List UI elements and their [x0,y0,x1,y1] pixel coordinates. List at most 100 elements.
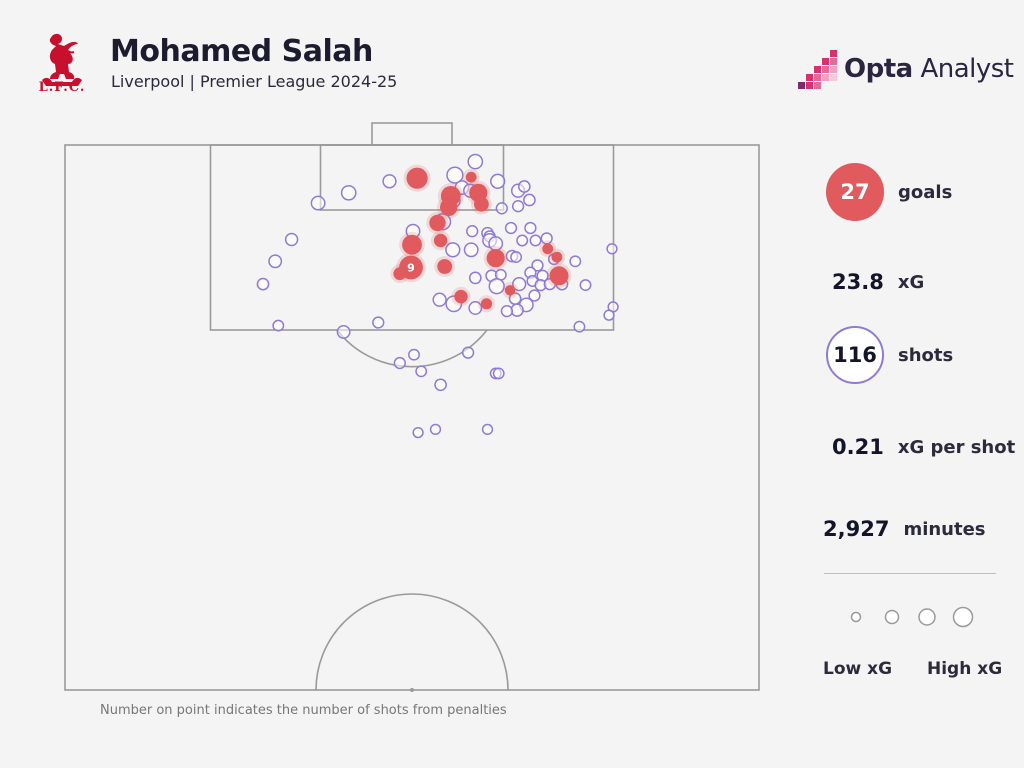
legend-circle-2 [884,609,900,625]
shot-point [434,378,447,392]
brand-name: Opta Analyst [844,54,1014,84]
goal-point [429,214,446,232]
goal-point [551,251,563,263]
stat-minutes: 2,927 minutes [823,509,986,549]
shot-point [528,289,541,302]
shot-point [573,320,586,333]
goal-point [480,298,493,310]
xg-per-shot-value: 0.21 [832,435,884,459]
legend-divider [824,573,996,574]
centre-spot [410,688,414,692]
shot-point [429,423,442,436]
goal-point [465,171,477,183]
goals-label: goals [898,181,953,203]
goal-point [542,243,554,255]
brand-part-2: Analyst [912,54,1014,84]
shot-point [412,426,424,439]
shot-point [445,242,461,258]
shot-point [336,324,351,339]
shot-point [495,202,508,215]
penalty-count-label: 9 [407,262,415,275]
shot-point [408,348,420,361]
stat-shots: 116 shots [826,326,954,384]
minutes-value: 2,927 [823,517,890,541]
shot-point [606,243,618,255]
goal-point [486,249,505,268]
liverpool-crest-icon [42,33,82,86]
pitch-lines [64,122,760,692]
opta-analyst-logo: Opta Analyst [798,48,1014,90]
shot-point [511,200,525,213]
shot-point [481,423,494,436]
goal-point [549,266,569,286]
shot-point [310,195,326,211]
shots-layer [256,153,619,439]
shot-point [523,193,536,207]
shot-point [516,234,529,247]
shot-point [268,254,283,269]
shot-point [569,255,582,268]
shot-point [272,319,285,332]
stat-xg: 23.8 xG [832,262,924,302]
xg-label: xG [897,271,925,293]
goal-point [474,196,489,212]
xg-value: 23.8 [832,270,884,294]
goal [371,122,453,146]
shot-point [461,346,475,359]
goal-point [406,167,428,189]
minutes-label: minutes [903,518,986,540]
goals-layer: 9 [390,164,572,313]
xg-size-legend [850,606,974,628]
shot-point [284,232,299,247]
shot-point [504,221,518,235]
goals-value: 27 [826,163,884,221]
shot-point [488,278,505,295]
goal-point [454,289,468,304]
crest-text: L.F.C. [38,80,86,95]
player-name: Mohamed Salah [110,34,373,69]
goal-point [402,234,422,255]
goal-point [504,285,516,296]
shot-point [415,365,428,378]
shot-point [517,180,531,193]
legend-circle-3 [918,608,936,626]
shot-point [432,292,447,307]
shot-point [468,271,482,285]
shot-map-chart: 9 [64,122,760,692]
goal-point [440,198,458,216]
footnote: Number on point indicates the number of … [100,703,507,718]
shot-point [524,221,537,235]
shot-point [340,184,357,201]
goal-point [393,267,407,281]
shot-point [500,304,514,318]
legend-circle-1 [850,611,862,623]
xg-per-shot-label: xG per shot [897,436,1016,458]
shot-point [579,279,592,292]
stat-goals: 27 goals [826,163,953,221]
shot-point [492,367,505,380]
shot-point [446,166,464,184]
legend-high-label: High xG [927,659,1003,679]
shot-point [393,356,406,370]
goal-point [437,259,453,274]
shot-point [510,251,523,264]
penalty-arc [336,329,488,368]
stat-xg-per-shot: 0.21 xG per shot [832,427,1015,467]
shots-label: shots [898,344,954,366]
brand-part-1: Opta [844,54,913,84]
shots-value: 116 [826,326,884,384]
shot-point [531,259,544,272]
goal-point [433,233,448,248]
shot-point [466,225,479,238]
shot-point [512,276,527,292]
legend-circle-4 [952,606,974,628]
centre-circle [315,593,509,691]
shot-point [529,234,542,247]
opta-mark-icon [798,50,837,89]
shot-point [490,173,506,189]
shot-point [468,301,483,315]
shot-point [256,277,270,291]
shot-point [382,174,397,189]
subtitle: Liverpool | Premier League 2024-25 [111,72,398,91]
shot-point [467,153,484,170]
